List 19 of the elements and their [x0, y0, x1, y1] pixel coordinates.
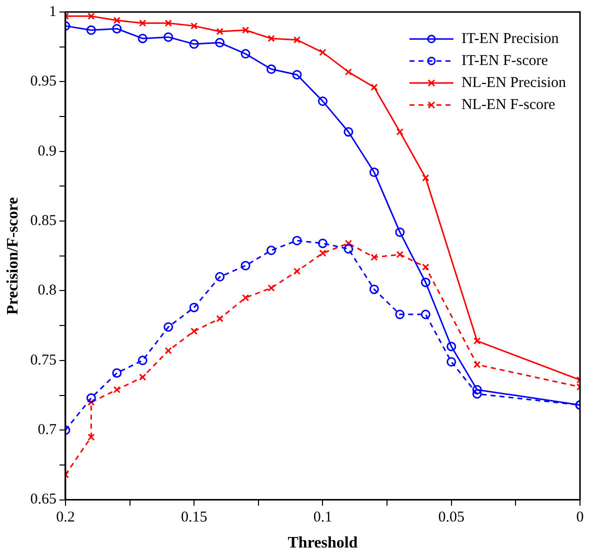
- x-tick-label: 0.1: [313, 510, 332, 526]
- legend-label: IT-EN F-score: [461, 52, 548, 69]
- y-axis-title: Precision/F-score: [4, 197, 22, 315]
- x-tick-label: 0.05: [438, 510, 464, 526]
- y-tick-label: 1: [48, 4, 56, 20]
- legend-label: NL-EN F-score: [461, 96, 556, 113]
- x-tick-label: 0.15: [180, 510, 208, 526]
- y-tick-label: 0.75: [30, 352, 56, 368]
- legend-label: NL-EN Precision: [461, 74, 566, 91]
- x-tick-label: 0: [576, 510, 584, 526]
- y-tick-label: 0.9: [38, 143, 56, 160]
- x-tick-label: 0.2: [56, 510, 75, 526]
- y-tick-label: 0.65: [30, 492, 56, 508]
- legend-label: IT-EN Precision: [461, 30, 560, 47]
- y-tick-label: 0.85: [30, 212, 56, 229]
- y-tick-label: 0.95: [30, 74, 56, 90]
- y-tick-label: 0.8: [38, 282, 56, 299]
- y-tick-label: 0.7: [38, 422, 57, 438]
- x-axis-title: Threshold: [288, 534, 358, 552]
